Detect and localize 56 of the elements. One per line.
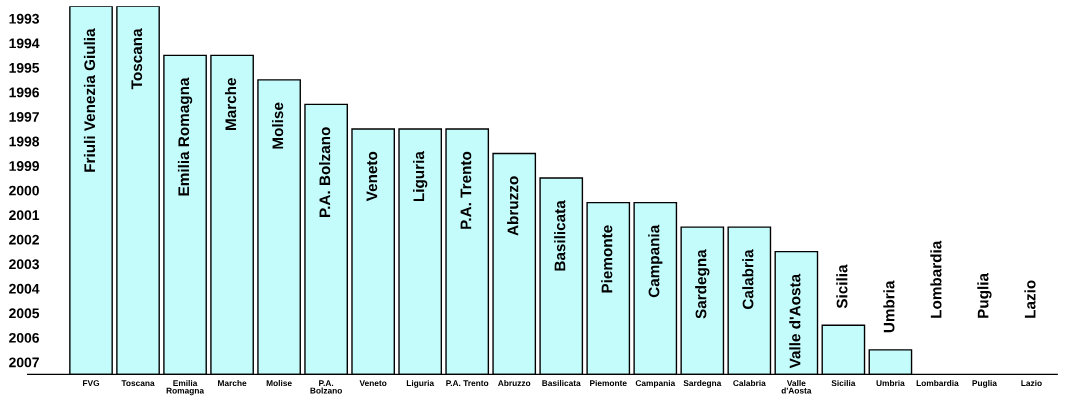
y-tick-label: 1998 — [9, 136, 40, 147]
y-tick-label: 1993 — [9, 13, 40, 24]
x-tick-label: Piemonte — [590, 379, 627, 387]
annotation: Toscana — [131, 28, 143, 90]
y-tick-label: 2004 — [9, 283, 40, 294]
annotation: Emilia Romagna — [177, 77, 193, 196]
x-tick-label: P.A. Trento — [446, 380, 489, 387]
x-tick-label: Marche — [218, 379, 247, 387]
annotation: Puglia — [977, 272, 992, 318]
annotation: Lazio — [1024, 280, 1036, 318]
y-tick-label: 2005 — [9, 308, 40, 319]
y-tick-label: 1995 — [9, 62, 40, 73]
x-tick-label: Basilicata — [542, 379, 581, 387]
x-tick-label: FVG — [83, 380, 100, 387]
x-tick-label: Lazio — [1021, 379, 1042, 387]
x-tick-label: Calabria — [733, 379, 766, 387]
x-tick-label: Campania — [635, 379, 676, 388]
annotation: Piemonte — [601, 225, 613, 293]
annotation: P.A. Trento — [460, 151, 472, 229]
x-tick-label: Toscana — [121, 380, 155, 387]
annotation: Sicilia — [836, 264, 848, 309]
annotation: P.A. Bolzano — [319, 127, 331, 218]
annotation: Lombardia — [930, 240, 942, 318]
annotation: Friuli Venezia Giulia — [83, 28, 96, 172]
y-tick-label: 2006 — [9, 332, 40, 343]
annotation: Sardegna — [695, 249, 710, 319]
x-tick-label: Puglia — [972, 379, 997, 388]
annotation: Campania — [648, 224, 663, 298]
y-tick-label: 1999 — [9, 161, 39, 171]
annotation: Veneto — [366, 151, 378, 202]
y-tick-label: 1997 — [9, 112, 39, 122]
annotation: Basilicata — [554, 200, 566, 271]
y-tick-label: 1994 — [9, 38, 40, 49]
annotation: Umbria — [883, 280, 895, 333]
x-tick-label: Abruzzo — [497, 379, 531, 387]
annotation: Calabria — [742, 249, 754, 310]
x-tick-label: Umbria — [876, 379, 905, 387]
x-tick-label: Liguria — [406, 379, 435, 388]
annotation: Liguria — [413, 151, 428, 202]
annotation: Marche — [224, 78, 237, 131]
x-tick-label: P.A. Bolzano — [310, 380, 343, 394]
y-tick-label: 2002 — [9, 234, 39, 245]
y-tick-label: 2000 — [9, 185, 39, 196]
annotation: Abruzzo — [507, 176, 519, 236]
x-tick-label: Lombardia — [916, 379, 959, 387]
y-tick-label: 2001 — [9, 210, 40, 221]
x-tick-label: Molise — [266, 379, 292, 387]
y-tick-label: 2003 — [9, 259, 40, 270]
annotation: Molise — [271, 102, 284, 149]
y-tick-label: 1996 — [9, 87, 40, 98]
x-tick-label: Sardegna — [683, 379, 722, 388]
x-tick-label: Valle d'Aosta — [781, 379, 812, 394]
x-tick-label: Veneto — [359, 380, 387, 387]
x-tick-label: Sicilia — [831, 379, 856, 387]
x-tick-label: Emilia Romagna — [166, 379, 205, 396]
y-tick-label: 2007 — [9, 357, 39, 368]
